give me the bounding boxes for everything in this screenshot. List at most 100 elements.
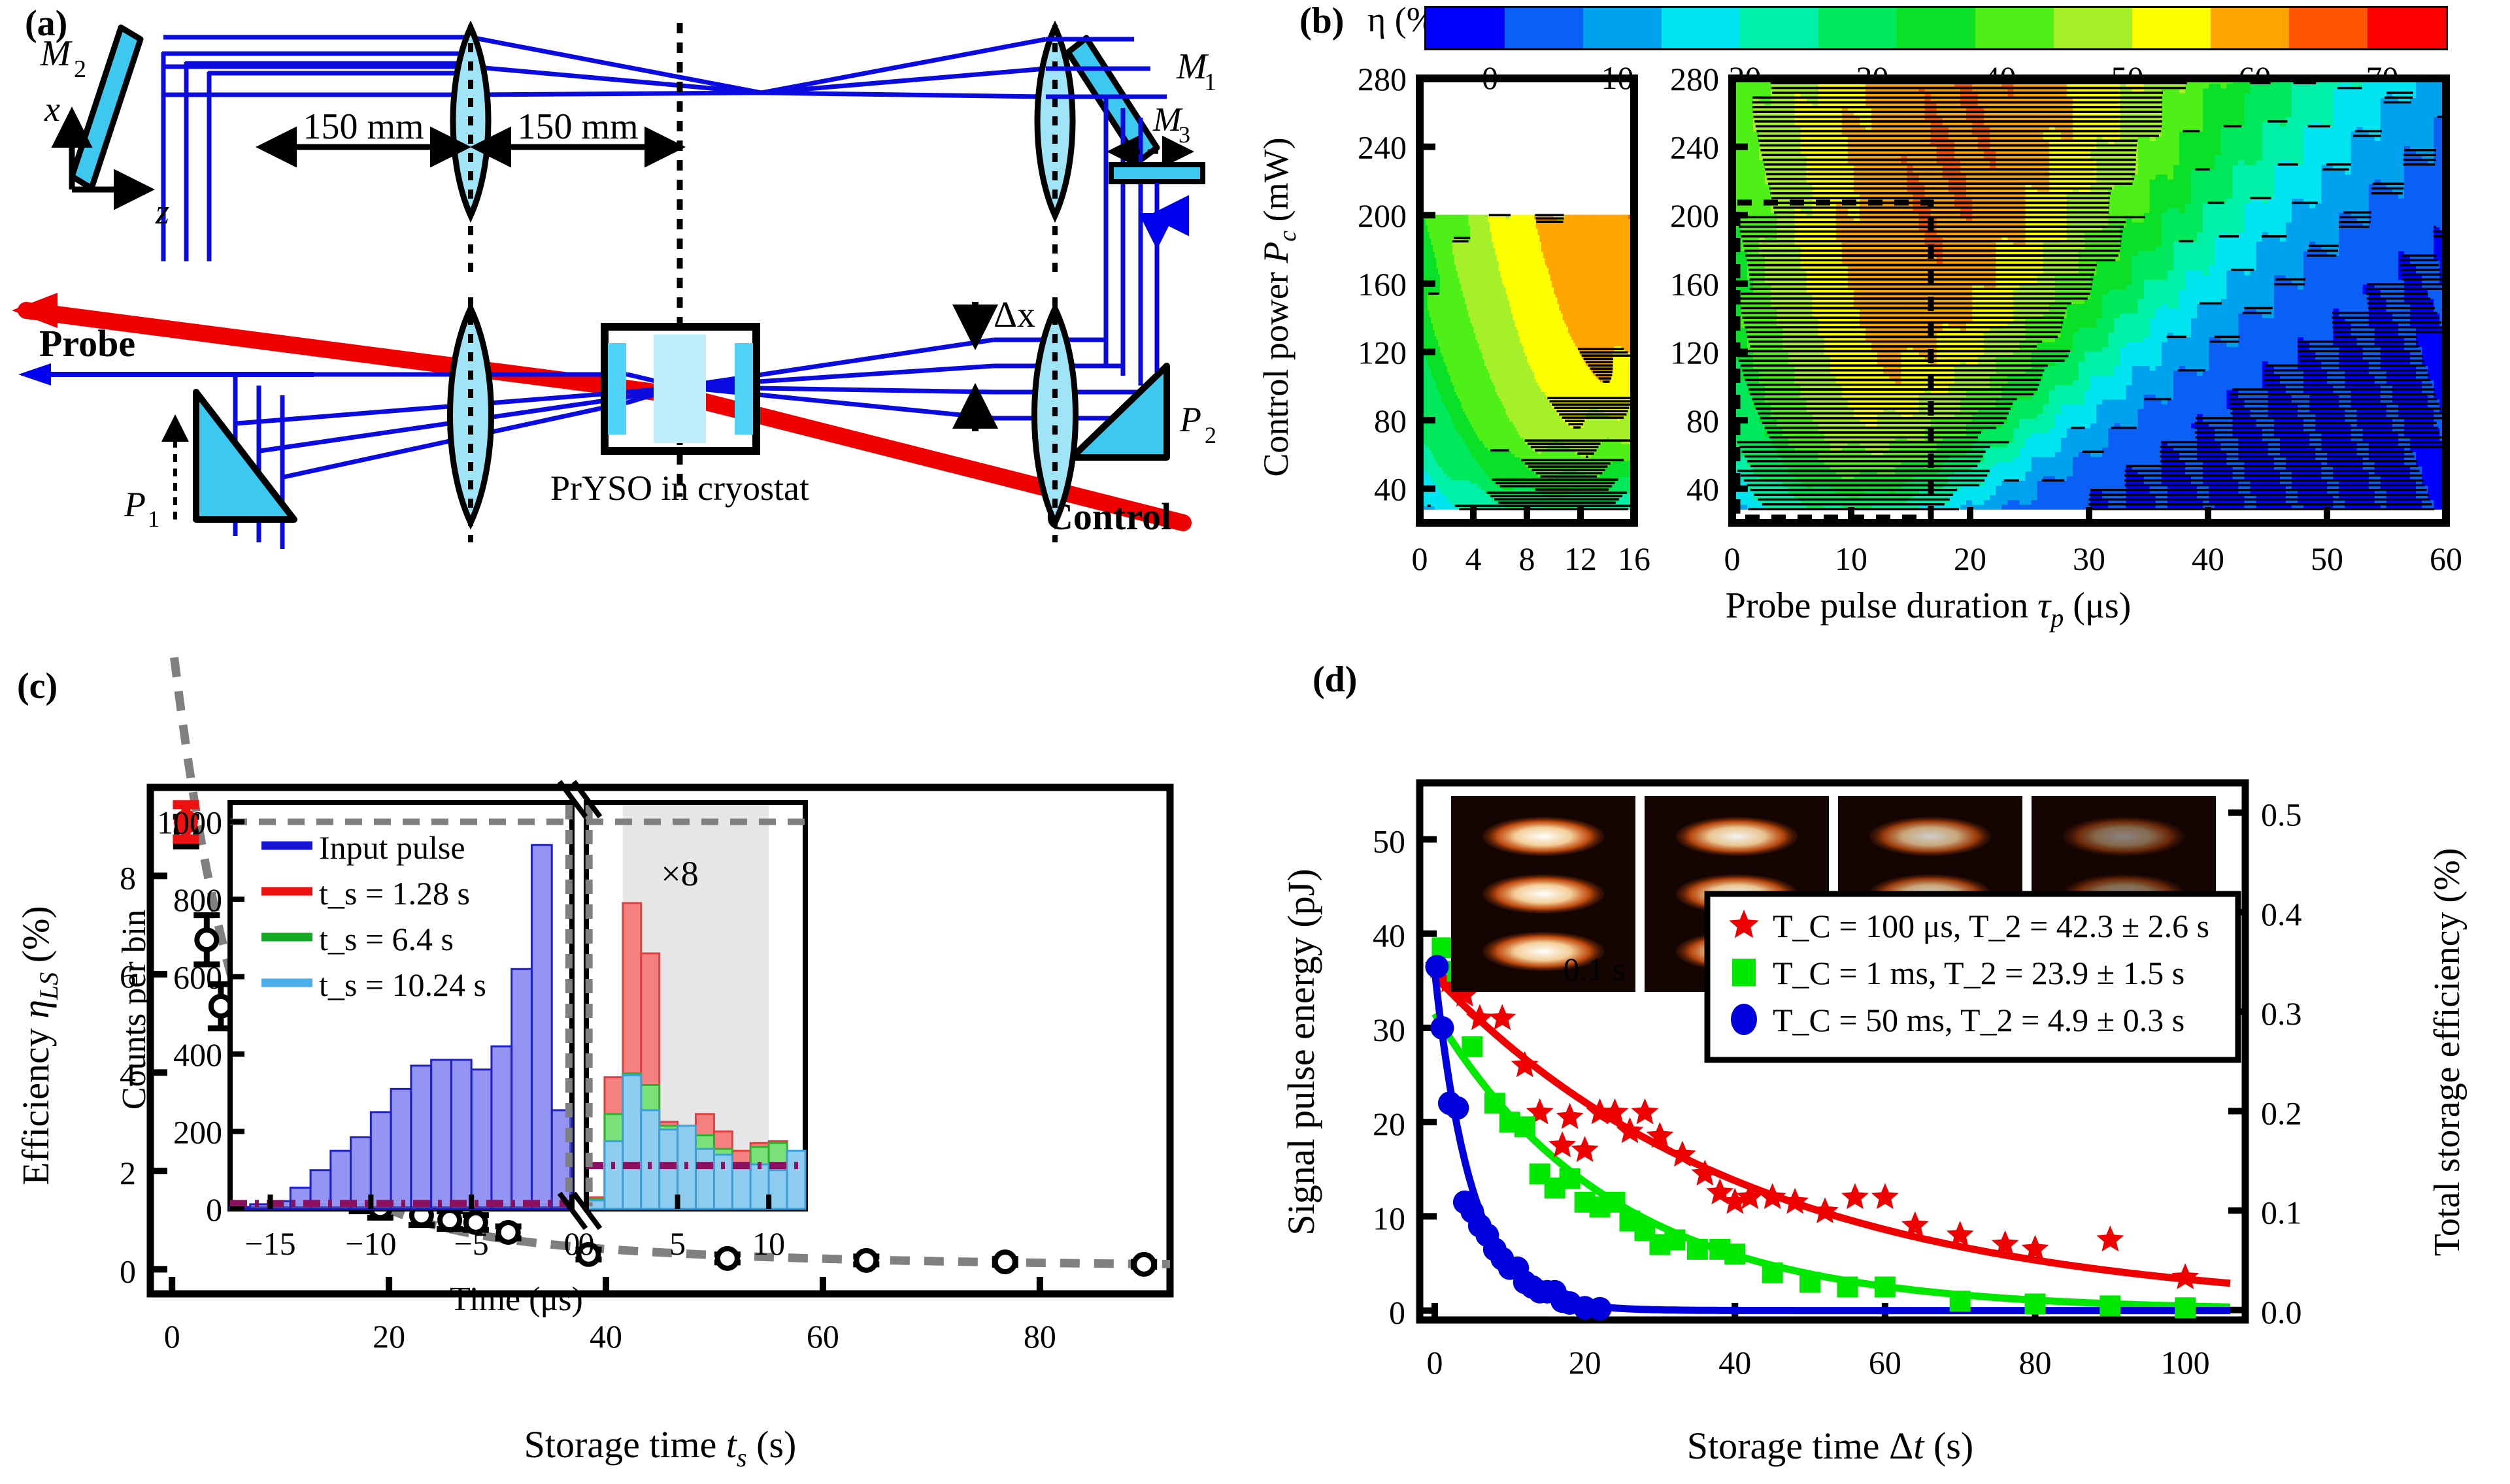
contour-cell <box>1454 453 1457 457</box>
contour-cell <box>1475 293 1479 297</box>
contour-cell <box>1479 342 1482 346</box>
contour-cell <box>1459 358 1462 363</box>
contour-cell <box>1500 381 1503 386</box>
contour-cell <box>1484 296 1488 301</box>
contour-cell <box>1426 378 1429 382</box>
contour-cell <box>1427 270 1431 274</box>
contour-cell <box>1466 319 1469 323</box>
contour-cell <box>1471 218 1475 223</box>
contour-cell <box>1481 374 1484 379</box>
contour-cell <box>1445 316 1448 320</box>
contour-cell <box>1465 299 1468 304</box>
contour-cell <box>1459 227 1462 233</box>
contour-cell <box>1488 342 1491 346</box>
contour-cell <box>1473 260 1477 265</box>
contour-cell <box>1495 414 1498 418</box>
contour-cell <box>1434 299 1437 304</box>
contour-cell <box>1470 499 1473 503</box>
contour-cell <box>1438 368 1441 372</box>
contour-cell <box>1427 299 1431 304</box>
contour-cell <box>1473 303 1477 307</box>
contour-cell <box>1434 440 1437 444</box>
contour-cell <box>1465 342 1468 346</box>
contour-cell <box>1488 322 1491 327</box>
contour-cell <box>1486 224 1489 229</box>
contour-cell <box>1424 505 1427 510</box>
contour-cell <box>1426 322 1429 327</box>
contour-cell <box>1439 254 1443 259</box>
contour-cell <box>1496 273 1500 278</box>
contour-cell <box>1439 489 1443 493</box>
contour-cell <box>1434 414 1437 418</box>
contour-cell <box>1477 420 1481 425</box>
contour-cell <box>1481 486 1484 490</box>
contour-cell <box>1443 218 1447 223</box>
contour-cell <box>1466 299 1469 304</box>
contour-cell <box>1493 499 1496 503</box>
contour-cell <box>1496 423 1500 428</box>
contour-cell <box>1468 492 1471 497</box>
contour-cell <box>1493 309 1496 314</box>
contour-cell <box>1459 499 1462 503</box>
contour-cell <box>1456 410 1459 415</box>
contour-cell <box>1429 443 1432 448</box>
contour-cell <box>1448 433 1452 438</box>
contour-cell <box>1458 361 1461 366</box>
contour-cell <box>1452 378 1456 382</box>
contour-cell <box>1445 267 1448 272</box>
contour-cell <box>1429 254 1432 259</box>
contour-cell <box>1452 463 1456 467</box>
contour-cell <box>1429 312 1432 317</box>
contour-cell <box>1448 303 1452 307</box>
contour-cell <box>1438 283 1441 288</box>
contour-cell <box>1470 404 1473 408</box>
contour-cell <box>1491 499 1494 503</box>
contour-cell <box>1493 273 1496 278</box>
contour-cell <box>1439 329 1443 333</box>
lens-bottom-right <box>1031 297 1079 542</box>
contour-cell <box>1447 407 1450 412</box>
contour-cell <box>1447 489 1450 493</box>
contour-cell <box>1433 414 1436 418</box>
contour-cell <box>1463 299 1466 304</box>
contour-cell <box>1490 221 1493 226</box>
contour-cell <box>1470 401 1473 405</box>
contour-cell <box>1491 293 1494 297</box>
contour-cell <box>1496 312 1500 317</box>
contour-cell <box>1424 293 1427 297</box>
contour-cell <box>1463 329 1466 333</box>
contour-cell <box>1482 371 1486 376</box>
contour-cell <box>1429 453 1432 457</box>
contour-cell <box>1477 325 1481 330</box>
contour-cell <box>1433 459 1436 464</box>
contour-cell <box>1458 332 1461 337</box>
contour-cell <box>1496 237 1500 242</box>
contour-cell <box>1454 505 1457 510</box>
contour-cell <box>1477 263 1481 269</box>
contour-cell <box>1447 214 1450 220</box>
contour-cell <box>1470 267 1473 272</box>
contour-cell <box>1493 319 1496 323</box>
contour-cell <box>1454 476 1457 480</box>
contour-cell <box>1471 404 1475 408</box>
contour-cell <box>1471 397 1475 402</box>
contour-cell <box>1475 417 1479 421</box>
contour-cell <box>1491 427 1494 431</box>
contour-cell <box>1486 240 1489 246</box>
contour-cell <box>1498 459 1501 464</box>
contour-cell <box>1434 446 1437 451</box>
contour-cell <box>1500 361 1503 366</box>
contour-cell <box>1475 469 1479 474</box>
contour-cell <box>1458 479 1461 484</box>
contour-cell <box>1461 417 1464 421</box>
contour-cell <box>1473 407 1477 412</box>
contour-cell <box>1490 365 1493 369</box>
contour-cell <box>1431 502 1434 506</box>
contour-cell <box>1429 414 1432 418</box>
contour-cell <box>1454 430 1457 435</box>
contour-cell <box>1466 440 1469 444</box>
contour-cell <box>1486 342 1489 346</box>
contour-cell <box>1447 332 1450 337</box>
contour-cell <box>1459 257 1462 262</box>
contour-cell <box>1424 502 1427 506</box>
